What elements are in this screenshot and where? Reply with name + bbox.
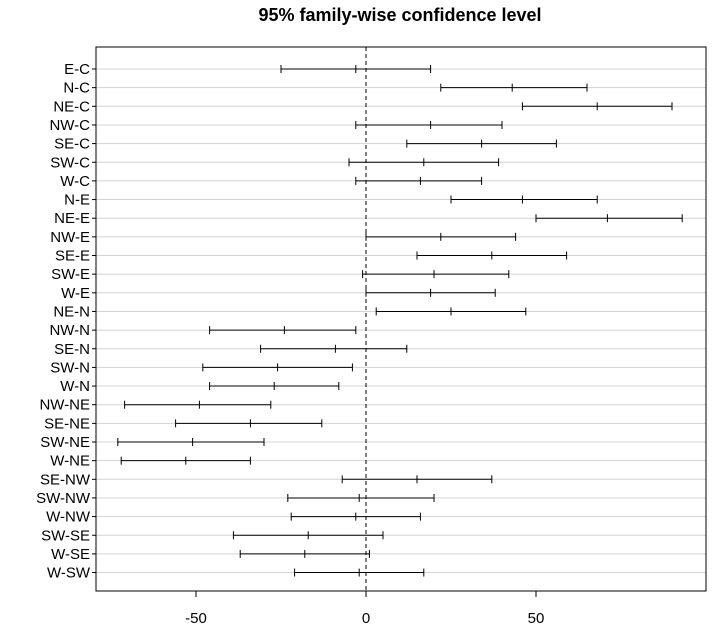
category-label: NE-C bbox=[53, 98, 90, 115]
interval-ne-c bbox=[521, 102, 673, 111]
interval-w-sw bbox=[294, 568, 425, 577]
interval-w-nw bbox=[290, 512, 421, 521]
interval-w-se bbox=[239, 549, 370, 558]
category-label: N-E bbox=[64, 192, 90, 209]
category-label: NW-C bbox=[49, 117, 90, 134]
x-axis: -50 0 50 bbox=[185, 591, 544, 627]
category-label: W-SW bbox=[47, 565, 91, 582]
interval-se-c bbox=[406, 139, 557, 148]
interval-w-n bbox=[209, 382, 340, 391]
category-label: W-C bbox=[60, 173, 90, 190]
category-label: NE-N bbox=[53, 303, 90, 320]
interval-sw-n bbox=[202, 363, 353, 372]
category-label: SE-C bbox=[54, 136, 90, 153]
category-label: W-SE bbox=[51, 546, 90, 563]
interval-sw-c bbox=[348, 158, 500, 167]
interval-ne-e bbox=[535, 214, 683, 223]
category-labels: E-C N-CNE-C NW-C SE-CSW-C W-C N-ENE-E NW-E SE-E… bbox=[36, 61, 96, 582]
category-label: SE-NW bbox=[40, 471, 91, 488]
category-label: SW-E bbox=[51, 266, 90, 283]
interval-sw-se bbox=[232, 531, 384, 540]
category-label: SW-SE bbox=[41, 527, 90, 544]
category-label: E-C bbox=[64, 61, 90, 78]
interval-w-c bbox=[355, 176, 483, 185]
interval-sw-ne bbox=[117, 438, 265, 446]
plot-frame bbox=[95, 46, 707, 592]
category-label: W-E bbox=[61, 285, 90, 302]
interval-se-n bbox=[260, 344, 408, 353]
x-tick-label: 0 bbox=[362, 610, 370, 627]
category-label: SE-NE bbox=[44, 415, 90, 432]
interval-sw-nw bbox=[287, 493, 435, 502]
category-label: SW-NE bbox=[40, 434, 90, 451]
category-label: W-N bbox=[60, 378, 90, 395]
interval-nw-e bbox=[365, 232, 517, 241]
category-label: SW-C bbox=[50, 154, 90, 171]
interval-sw-e bbox=[362, 270, 510, 279]
x-tick-label: 50 bbox=[528, 610, 545, 627]
interval-e-c bbox=[280, 65, 432, 73]
interval-n-c bbox=[440, 83, 588, 92]
category-label: SW-N bbox=[50, 359, 90, 376]
interval-nw-c bbox=[355, 120, 503, 129]
interval-nw-n bbox=[209, 326, 357, 335]
interval-w-ne bbox=[120, 456, 251, 465]
interval-n-e bbox=[450, 195, 598, 204]
interval-se-nw bbox=[341, 475, 493, 484]
category-label: SE-N bbox=[54, 341, 90, 358]
interval-ne-n bbox=[375, 307, 527, 316]
category-label: SE-E bbox=[55, 248, 90, 265]
interval-se-ne bbox=[175, 419, 323, 428]
category-label: SW-NW bbox=[36, 490, 91, 507]
category-label: N-C bbox=[63, 80, 90, 97]
confidence-intervals bbox=[117, 65, 683, 577]
chart-title: 95% family-wise confidence level bbox=[258, 5, 541, 25]
interval-nw-ne bbox=[124, 400, 272, 409]
category-label: NW-NE bbox=[39, 397, 90, 414]
interval-w-e bbox=[365, 288, 496, 297]
gridlines bbox=[96, 68, 706, 574]
category-label: NW-N bbox=[49, 322, 90, 339]
x-tick-label: -50 bbox=[185, 610, 207, 627]
category-label: W-NW bbox=[46, 509, 91, 526]
category-label: W-NE bbox=[50, 453, 90, 470]
interval-se-e bbox=[416, 251, 568, 260]
category-label: NE-E bbox=[54, 210, 90, 227]
category-label: NW-E bbox=[50, 229, 90, 246]
